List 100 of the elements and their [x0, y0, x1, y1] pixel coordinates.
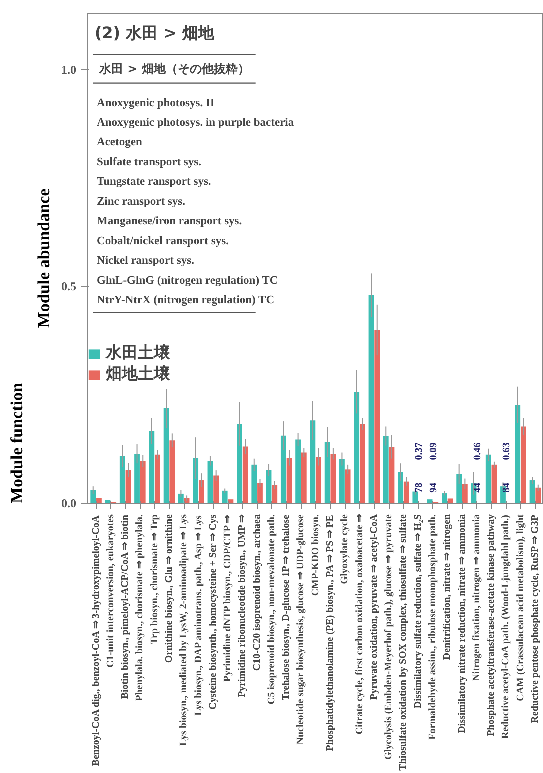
bar [345, 470, 351, 504]
text: Module function [8, 382, 26, 504]
bar [383, 436, 389, 504]
annotation: 78 [414, 482, 425, 493]
annotation: NtrY-NtrX (nitrogen regulation) TC [97, 294, 275, 307]
annotation: 水田 > 畑地（その他抜粋） [98, 62, 250, 76]
x-tick-label: Pyrimidine dNTP biosyn., CDP/CTP ⇒ [222, 514, 234, 682]
bar [280, 436, 286, 504]
x-tick-label: Trp biosyn., chorismate ⇒ Trp [149, 514, 160, 644]
bar [412, 492, 418, 504]
annotation: 84 [502, 482, 513, 493]
x-tick-label: Dissimilatory nitrate reduction, nitrate ⇒ ammonia [456, 514, 468, 734]
text: (2) 水田 > 畑地 [94, 24, 216, 43]
bar [155, 454, 160, 504]
annotation: 94 [428, 482, 440, 493]
bar [252, 464, 258, 504]
annotation: Anoxygenic photosys. in purple bacteria [97, 116, 294, 129]
annotation: GlnL-GlnG (nitrogen regulation) TC [97, 274, 278, 287]
bar [442, 494, 448, 504]
x-tick-label: CAM (Crassulacean acid metabolism), light [515, 514, 526, 702]
x-tick-label: Nitrogen fixation, nitrogen ⇒ ammonia [471, 514, 482, 682]
bar [330, 454, 336, 504]
bar [258, 483, 263, 504]
bar [360, 424, 366, 504]
bar [492, 464, 498, 504]
annotation: Manganese/iron ransport sys. [97, 216, 242, 228]
annotation: Sulfate transport sys. [97, 156, 202, 168]
legend-label: 畑地土壌 [106, 364, 170, 385]
annotation: 0.09 [428, 442, 440, 460]
bar [324, 442, 330, 504]
x-tick-label: Denitrification, nitrate ⇒ nitrogen [442, 514, 454, 660]
x-tick-label: Reductive acetyl-CoA path. (Wood-Ljungdahl path.) [500, 515, 512, 739]
bar [515, 405, 521, 504]
x-tick-label: Glyoxylate cycle [340, 514, 351, 584]
annotation: 44 [472, 482, 484, 493]
bar [456, 474, 462, 504]
annotation: 0.46 [472, 442, 484, 460]
bar [208, 461, 214, 504]
bar [198, 480, 204, 504]
x-tick-label: Pyruvate oxidation, pyruvate ⇒ acetyl-CoA [368, 514, 380, 700]
x-tick-label: Phenylala. biosyn., chorismate ⇒ phenylala. [134, 514, 146, 702]
bar [149, 432, 155, 504]
bar [462, 484, 468, 504]
bar [310, 420, 316, 504]
bar [354, 392, 360, 504]
x-tick-label: Dissimilatory sulfate reduction, sulfate ⇒ H₂S [412, 514, 424, 709]
y-tick-label: 0.0 [62, 496, 76, 510]
y-axis-title: Module abundance [34, 188, 54, 328]
bar [272, 485, 278, 504]
annotation: 0.63 [502, 442, 513, 460]
bar [301, 452, 307, 504]
annotation: Zinc ransport sys. [97, 196, 186, 208]
annotation: Anoxygenic photosys. II [97, 97, 216, 110]
x-tick-label: Biotin biosyn., pimeloyl-ACP/CoA ⇒ biotin [120, 514, 132, 700]
bar [486, 454, 492, 504]
x-tick-label: Ornithine biosyn., Glu ⇒ ornithine [164, 514, 175, 664]
x-tick-label: Pyrimidine ribonucleotide biosyn., UMP ⇒ [237, 514, 248, 698]
y-tick-label: 0.5 [62, 280, 76, 294]
x-tick-label: Cysteine biosynth., homocysteine + Ser ⇒ Cys [208, 514, 219, 710]
x-tick-label: Benzoyl-CoA dig., benzoyl-CoA ⇒ 3-hydroxypimeloyl-CoA [90, 514, 102, 766]
x-tick-label: Glycolysis (Embden-Meyerhof path.), glucose ⇒ pyruvate [384, 514, 395, 760]
annotation: 0.37 [414, 442, 425, 460]
bar [296, 440, 301, 504]
x-tick-label: Trehalose biosyn., D-glucose 1P ⇒ trehalose [281, 514, 292, 701]
bar [193, 458, 199, 504]
annotation: Tungstate ransport sys. [97, 176, 212, 188]
x-tick-label: Phosphate acetyltransferase-acetate kinase pathway [486, 514, 498, 736]
bar [374, 330, 380, 504]
bar [214, 476, 220, 504]
bar [120, 456, 126, 504]
bar [140, 461, 146, 504]
x-tick-label: Lys biosyn., DAP aminotrans. path., Asp ⇒ Lys [193, 515, 204, 716]
legend-label: 水田土壌 [106, 343, 170, 364]
bar [536, 488, 542, 504]
bar [237, 424, 242, 504]
bar [90, 490, 96, 504]
x-tick-label: Formaldehyde assim., ribulose monophosphate path. [427, 514, 438, 740]
bar [340, 459, 345, 504]
x-tick-label: Phosphatidylethanolamine (PE) biosyn., PA ⇒ PS ⇒ PE [325, 514, 336, 752]
annotation: Nickel ransport sys. [97, 255, 195, 268]
x-tick-label: C5 isoprenoid biosyn., non-mevalonate path. [266, 514, 278, 705]
x-tick-label: C1-unit interconversion, eukaryotes [105, 514, 116, 668]
bar [134, 454, 140, 504]
bar [242, 446, 248, 504]
bar [404, 482, 410, 504]
x-tick-label: Citrate cycle, first carbon oxidation, oxaloacetate ⇒ [354, 514, 366, 735]
x-tick-label: Lys biosyn., mediated by LysW, 2-aminoadipate ⇒ Lys [178, 514, 190, 746]
annotation: Acetogen [97, 136, 143, 149]
x-tick-label: CMP-KDO biosyn. [310, 514, 322, 596]
x-tick-label: Nucleotide sugar biosynthesis, glucose ⇒ UDP-glucose [296, 514, 307, 745]
bar [316, 457, 322, 504]
bar [368, 295, 374, 504]
x-tick-label: Thiosulfate oxidation by SOX complex, thiosulfate ⇒ sulfate [398, 514, 410, 771]
bar [170, 440, 176, 504]
y-tick-label: 1.0 [62, 62, 76, 77]
bar [222, 490, 228, 504]
x-tick-label: Reductive pentose phosphate cycle, RuSP ⇒ G3P [530, 515, 541, 724]
bar [398, 472, 404, 504]
x-tick-label: C10-C20 isoprenoid biosyn., archaea [252, 514, 263, 672]
annotation: Cobalt/nickel ransport sys. [97, 235, 230, 248]
